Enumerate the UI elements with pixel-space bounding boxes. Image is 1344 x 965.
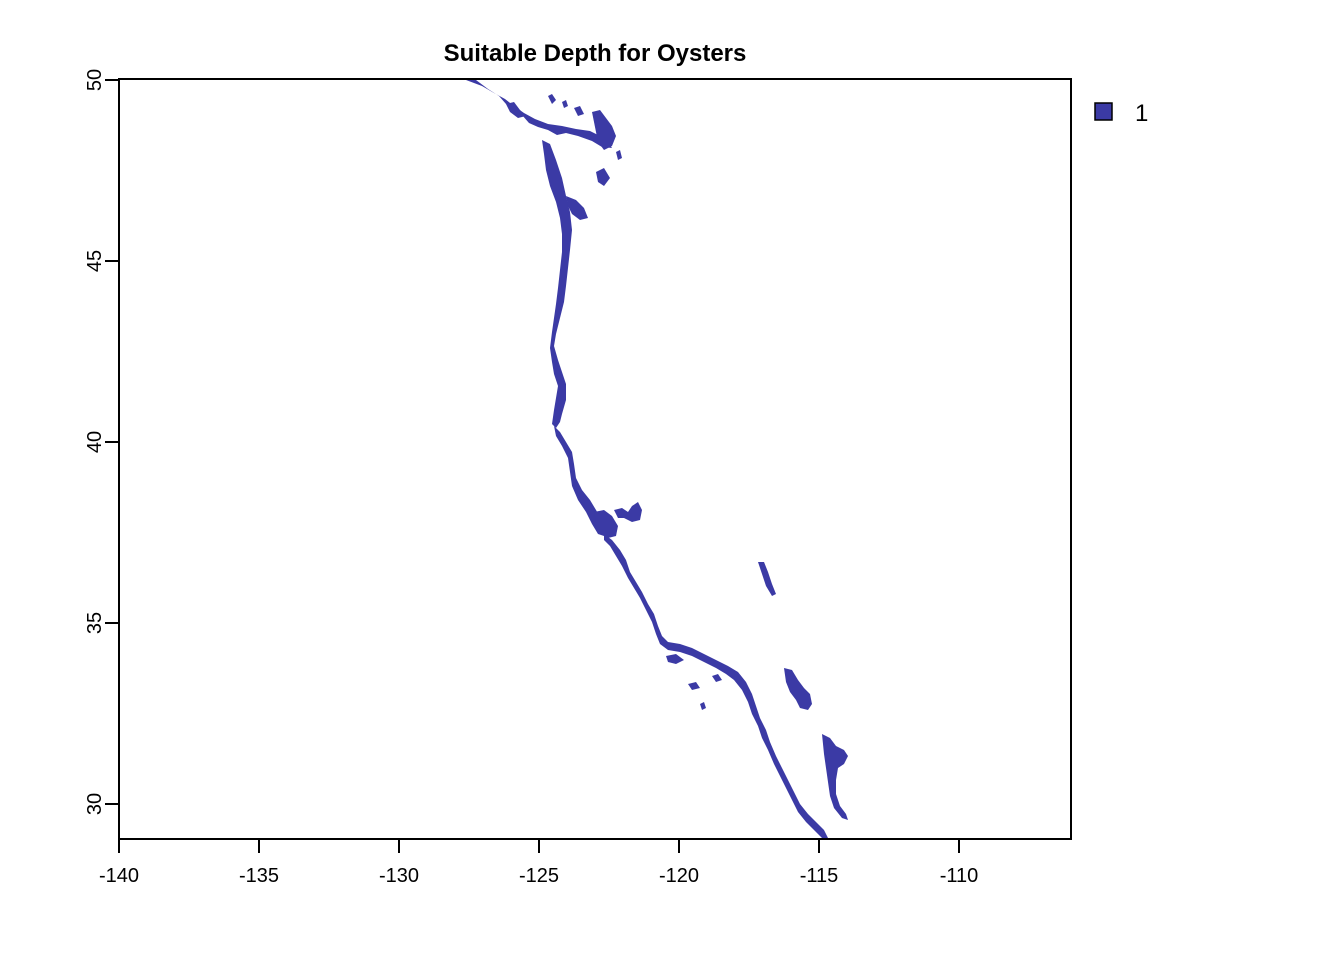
y-tick-label: 30 — [84, 793, 106, 815]
x-tick-label: -125 — [519, 865, 559, 887]
raster-region-vancouver-island — [466, 80, 612, 148]
raster-region-northern-california — [554, 426, 606, 536]
raster-region-channel-islands — [666, 654, 722, 710]
x-axis: -140 -135 -130 -125 -120 -115 -110 — [99, 838, 979, 887]
raster-region-gulf-upper — [784, 668, 812, 710]
raster-region-gulf-mid — [822, 734, 848, 820]
x-tick-label: -115 — [800, 865, 839, 887]
map-title: Suitable Depth for Oysters — [444, 40, 747, 67]
raster-region-wa-or-coast — [542, 140, 572, 428]
suitable-depth-layer — [466, 80, 848, 838]
raster-region-strait-georgia — [506, 102, 526, 118]
y-tick-label: 35 — [84, 612, 106, 634]
raster-region-columbia-estuary — [566, 196, 588, 220]
x-tick-label: -140 — [99, 865, 139, 887]
raster-region-central-coast — [604, 534, 828, 838]
legend-swatch — [1094, 102, 1113, 121]
y-tick-label: 50 — [84, 69, 106, 91]
x-tick-label: -110 — [940, 865, 979, 887]
x-tick-label: -135 — [239, 865, 279, 887]
legend: 1 — [1094, 100, 1148, 127]
legend-label: 1 — [1135, 100, 1148, 127]
y-tick-label: 40 — [84, 431, 106, 453]
x-tick-label: -130 — [379, 865, 419, 887]
raster-region-salton — [758, 562, 776, 596]
plot-frame — [118, 78, 1072, 840]
raster-region-puget-sound — [592, 110, 616, 150]
y-axis: 30 35 40 45 50 — [84, 69, 120, 839]
raster-region-delta — [614, 502, 642, 522]
x-tick-label: -120 — [659, 865, 699, 887]
raster-region-sf-bay — [594, 510, 618, 538]
y-tick-label: 45 — [84, 250, 106, 272]
